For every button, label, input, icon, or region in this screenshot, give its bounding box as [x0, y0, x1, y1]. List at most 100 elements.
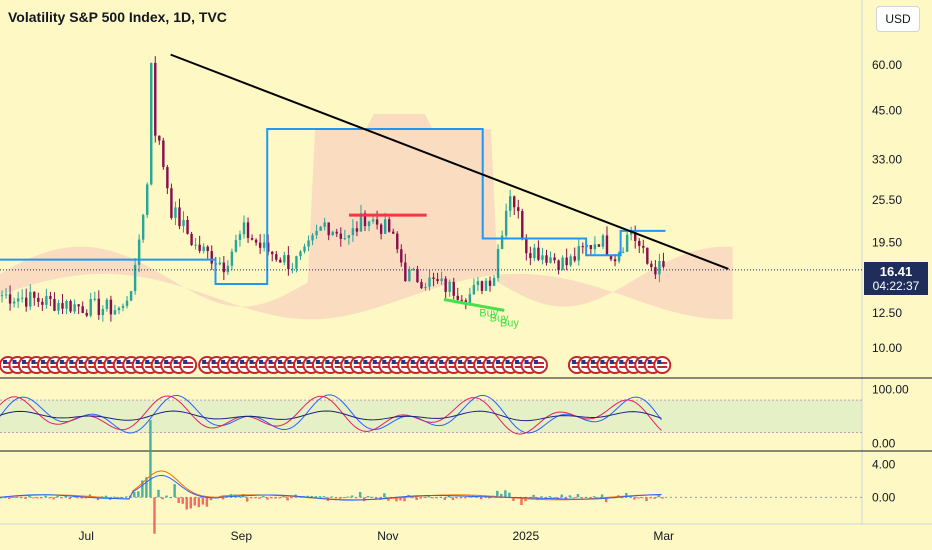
macd-histogram-bar — [592, 496, 596, 498]
candle-body — [29, 291, 32, 307]
candle-body — [182, 219, 185, 227]
last-price-value: 16.41 — [879, 264, 913, 279]
candle-body — [299, 251, 302, 257]
candle-body — [642, 245, 645, 248]
candle-body — [351, 228, 355, 236]
candle-body — [226, 265, 230, 273]
macd-histogram-bar — [120, 496, 124, 498]
candle-body — [521, 211, 524, 238]
macd-histogram-bar — [262, 495, 265, 498]
candle-body — [625, 234, 629, 252]
macd-histogram-bar — [8, 497, 11, 499]
candle-body — [246, 222, 250, 239]
macd-histogram-bar — [52, 497, 55, 500]
candle-body — [416, 268, 419, 283]
macd-histogram-bar — [479, 497, 483, 500]
macd-histogram-bar — [189, 497, 192, 509]
candle-body — [517, 207, 520, 212]
macd-histogram-bar — [431, 497, 434, 499]
macd-histogram-bar — [548, 496, 551, 498]
macd-histogram-bar — [221, 497, 225, 500]
candle-body — [363, 213, 367, 227]
candle-body — [589, 245, 593, 250]
macd-histogram-bar — [633, 497, 636, 500]
candle-body — [513, 196, 516, 208]
macd-histogram-bar — [149, 420, 152, 498]
macd-histogram-bar — [318, 496, 322, 498]
candle-body — [186, 219, 189, 234]
macd-histogram-bar — [258, 497, 261, 499]
macd-histogram-bar — [185, 497, 188, 510]
macd-histogram-bar — [145, 477, 148, 498]
candle-body — [597, 244, 601, 247]
currency-selector[interactable]: USD — [876, 6, 920, 32]
macd-histogram-bar — [653, 497, 656, 499]
candle-body — [258, 242, 262, 248]
candle-body — [537, 247, 540, 260]
macd-histogram-bar — [310, 495, 313, 498]
macd-histogram-bar — [358, 492, 362, 498]
candle-body — [383, 219, 387, 234]
macd-histogram-bar — [423, 497, 426, 499]
time-axis: Jul Sep Nov 2025 Mar — [79, 529, 675, 543]
macd-histogram-bar — [657, 494, 660, 498]
candle-body — [335, 231, 338, 234]
buy-signal-label: Buy — [490, 313, 509, 325]
macd-histogram-bar — [584, 496, 588, 498]
macd-histogram-bar — [80, 497, 84, 499]
candle-body — [460, 299, 464, 301]
candle-body — [133, 264, 137, 292]
price-tick-label: 25.50 — [872, 193, 902, 207]
macd-histogram-bar — [209, 497, 213, 501]
candle-body — [73, 304, 76, 312]
macd-histogram-bar — [84, 497, 88, 499]
candle-body — [331, 231, 334, 236]
oscillator-band — [0, 400, 862, 433]
candle-body — [311, 235, 314, 241]
candle-body — [8, 294, 12, 304]
macd-histogram-bar — [274, 497, 277, 499]
candle-body — [238, 234, 242, 240]
candle-body — [16, 298, 20, 302]
candle-body — [287, 255, 290, 270]
macd-histogram-bar — [278, 497, 281, 499]
macd-histogram-bar — [169, 497, 172, 499]
candle-body — [141, 214, 145, 240]
macd-histogram-bar — [443, 497, 447, 500]
candle-body — [194, 244, 197, 246]
macd-histogram-bar — [520, 497, 523, 506]
candle-body — [145, 184, 149, 215]
candle-body — [89, 299, 92, 316]
candle-body — [307, 240, 310, 247]
macd-histogram-bar — [621, 497, 624, 499]
candle-body — [33, 291, 36, 298]
candle-body — [400, 249, 403, 263]
oscillator-rsi-line — [0, 410, 662, 422]
candle-body — [20, 297, 24, 299]
macd-histogram-bar — [508, 492, 511, 498]
candle-body — [162, 140, 165, 168]
price-tick-label: 45.00 — [872, 103, 902, 117]
oscillator-pane — [0, 394, 862, 435]
macd-histogram-bar — [12, 496, 15, 498]
candle-body — [355, 228, 359, 232]
macd-histogram-bar — [354, 497, 358, 499]
macd-histogram-bar — [661, 497, 664, 499]
candle-body — [601, 235, 605, 247]
macd-histogram-bar — [250, 497, 253, 499]
macd-histogram-bar — [387, 497, 390, 501]
macd-histogram-bar — [246, 497, 249, 502]
candle-body — [61, 303, 64, 309]
macd-histogram-bar — [314, 496, 318, 498]
candle-body — [549, 257, 552, 263]
candle-body — [242, 222, 246, 235]
candle-body — [464, 300, 468, 303]
candle-body — [379, 224, 383, 234]
price-tick-label: 12.50 — [872, 306, 902, 320]
macd-histogram-bar — [649, 497, 652, 499]
candle-body — [545, 255, 548, 263]
macd-histogram-bar — [560, 494, 564, 498]
candle-body — [234, 239, 238, 252]
